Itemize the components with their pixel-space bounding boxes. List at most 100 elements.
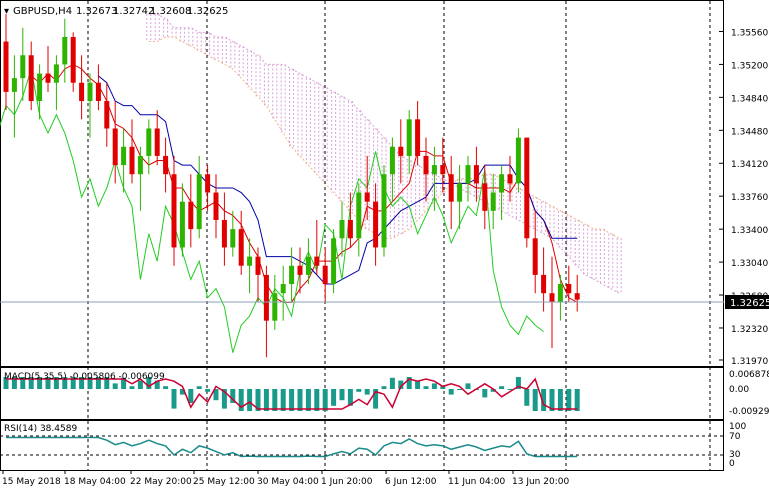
candle-body bbox=[482, 183, 488, 211]
macd-bar bbox=[541, 389, 547, 411]
candle-body bbox=[255, 256, 261, 275]
macd-bar bbox=[524, 389, 530, 406]
candle-body bbox=[112, 128, 118, 166]
candle-body bbox=[331, 238, 337, 285]
candle-body bbox=[230, 229, 236, 248]
macd-bar bbox=[205, 389, 211, 392]
macd-bar bbox=[431, 383, 437, 389]
macd-bar bbox=[305, 389, 311, 411]
candle-body bbox=[457, 183, 463, 202]
candle-body bbox=[20, 55, 26, 79]
candle-body bbox=[364, 192, 370, 202]
candle-body bbox=[507, 174, 513, 184]
macd-bar bbox=[347, 389, 353, 406]
macd-bar bbox=[188, 389, 194, 403]
macd-bar bbox=[566, 389, 572, 411]
macd-pane-frame bbox=[0, 367, 724, 420]
macd-bar bbox=[364, 389, 370, 395]
macd-bar bbox=[532, 389, 538, 411]
candle-body bbox=[213, 192, 219, 220]
macd-bar bbox=[196, 386, 202, 389]
time-tick-label: 13 Jun 20:00 bbox=[512, 477, 569, 487]
candle-body bbox=[574, 293, 580, 300]
candle-body bbox=[490, 192, 496, 211]
candle-body bbox=[104, 101, 110, 129]
macd-signal-line bbox=[6, 377, 578, 410]
macd-bar bbox=[95, 377, 101, 389]
macd-bar bbox=[499, 386, 505, 389]
macd-bar bbox=[28, 377, 34, 389]
macd-label: MACD(5,35,5) -0.005806 -0.006099 bbox=[4, 372, 165, 382]
candle-body bbox=[188, 201, 194, 230]
macd-bar bbox=[549, 389, 555, 411]
candle-body bbox=[171, 174, 177, 248]
macd-bar bbox=[163, 386, 169, 389]
candle-body bbox=[3, 41, 9, 92]
macd-bar bbox=[515, 377, 521, 389]
macd-bar bbox=[415, 380, 421, 389]
macd-bar bbox=[263, 389, 269, 411]
candle-body bbox=[163, 155, 169, 175]
candle-body bbox=[549, 293, 555, 303]
candles bbox=[3, 14, 580, 358]
bid-label-box bbox=[725, 295, 769, 309]
macd-bar bbox=[406, 377, 412, 389]
macd-bar bbox=[389, 377, 395, 389]
candle-body bbox=[305, 256, 311, 275]
macd-bar bbox=[373, 389, 379, 409]
ichimoku-cloud bbox=[146, 13, 622, 294]
candle-body bbox=[221, 219, 227, 248]
macd-bar bbox=[121, 377, 127, 389]
candle-body bbox=[129, 146, 135, 175]
candle-body bbox=[423, 155, 429, 175]
candle-body bbox=[515, 137, 521, 184]
rsi-line bbox=[6, 436, 578, 458]
macd-bar bbox=[297, 389, 303, 411]
candle-body bbox=[28, 55, 34, 102]
macd-bar bbox=[314, 389, 320, 411]
rsi-tick-70: 70 bbox=[729, 432, 741, 442]
candle-body bbox=[524, 137, 530, 239]
time-tick-label: 11 Jun 04:00 bbox=[448, 477, 505, 487]
time-axis: 15 May 2018 18 May 04:00 22 May 20:00 25 Ma… bbox=[2, 470, 569, 487]
macd-bar bbox=[129, 386, 135, 389]
macd-bar bbox=[11, 377, 17, 389]
main-pane-frame bbox=[0, 0, 724, 367]
kijun-sen-line bbox=[98, 75, 578, 285]
rsi-indicator bbox=[0, 435, 724, 458]
candle-body bbox=[566, 284, 572, 294]
candle-body bbox=[440, 165, 446, 175]
vertical-gridlines bbox=[87, 1, 711, 470]
candle-body bbox=[389, 146, 395, 175]
candle-body bbox=[314, 256, 320, 266]
time-tick-label: 25 May 12:00 bbox=[193, 477, 255, 487]
macd-bar bbox=[490, 389, 496, 392]
candle-body bbox=[356, 192, 362, 239]
macd-bar bbox=[238, 389, 244, 411]
macd-bar bbox=[574, 389, 580, 411]
macd-bar bbox=[79, 377, 85, 389]
candle-body bbox=[238, 229, 244, 266]
candle-body bbox=[87, 82, 93, 102]
candle-body bbox=[398, 146, 404, 156]
candle-body bbox=[53, 64, 59, 83]
symbol-arrow-icon[interactable]: ▾ bbox=[4, 6, 9, 17]
ohlc-close: 1.32625 bbox=[187, 6, 228, 17]
candle-body bbox=[280, 284, 286, 294]
candle-body bbox=[45, 73, 51, 83]
macd-bar bbox=[70, 377, 76, 389]
macd-tick-bottom: -0.009296 bbox=[729, 407, 769, 417]
macd-bar bbox=[322, 389, 328, 411]
macd-bar bbox=[381, 386, 387, 389]
macd-tick-zero: 0.00 bbox=[729, 385, 749, 395]
macd-bar bbox=[230, 389, 236, 403]
candle-body bbox=[473, 165, 479, 184]
candle-body bbox=[196, 174, 202, 230]
candle-body bbox=[532, 238, 538, 275]
macd-bar bbox=[247, 389, 253, 411]
time-tick-label: 1 Jun 20:00 bbox=[321, 477, 373, 487]
candle-body bbox=[137, 155, 143, 175]
rsi-pane-frame bbox=[0, 420, 724, 471]
macd-bar bbox=[221, 389, 227, 409]
